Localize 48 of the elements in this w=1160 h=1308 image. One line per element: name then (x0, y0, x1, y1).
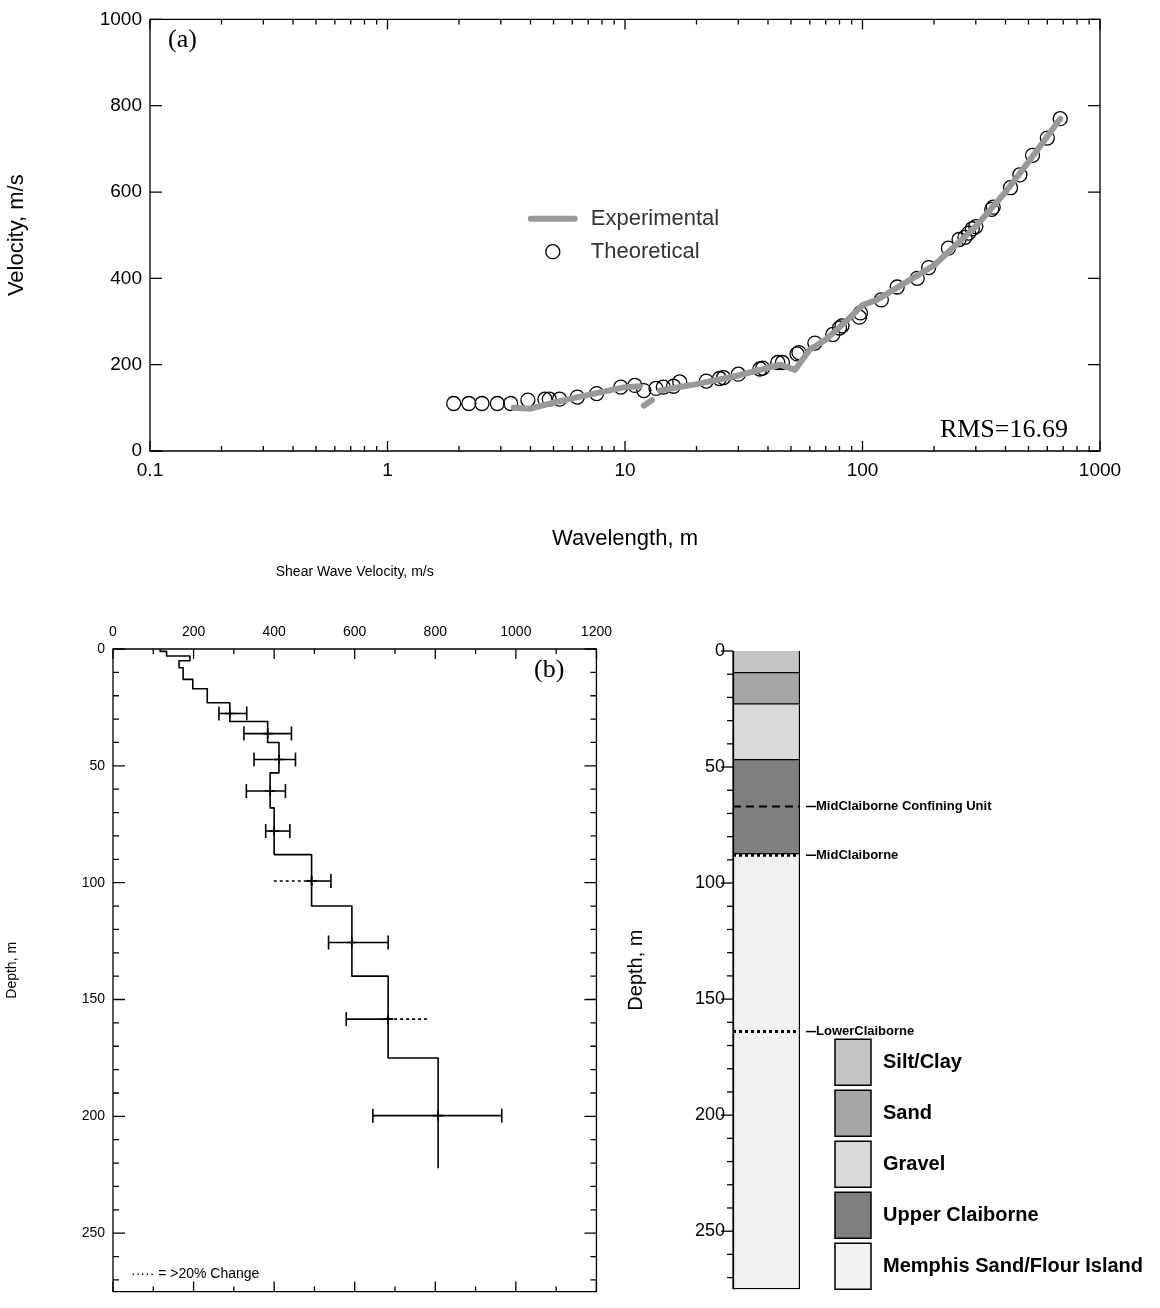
y-tick-label: 0 (131, 439, 142, 461)
x-tick-label: 1000 (500, 623, 532, 640)
y-tick-label: 600 (110, 180, 142, 202)
y-tick-label: 50 (89, 756, 106, 773)
y-tick-label: 150 (694, 988, 725, 1009)
y-tick-label: 100 (694, 872, 725, 893)
y-tick-label: 400 (110, 266, 142, 288)
x-tick-label: 1200 (580, 623, 613, 640)
x-tick-label: 0.1 (136, 458, 164, 480)
y-axis-title: Depth, m (3, 941, 20, 999)
y-tick-label: 100 (81, 873, 106, 890)
y-tick-label: 1000 (99, 7, 142, 29)
annotation: (b) (534, 654, 565, 683)
x-tick-label: 1 (382, 458, 393, 480)
legend-label: Theoretical (590, 237, 700, 263)
x-tick-label: 100 (846, 458, 879, 480)
annotation: (a) (168, 24, 197, 54)
x-tick-label: 600 (343, 623, 367, 640)
x-tick-label: 200 (181, 623, 206, 640)
annotation: ····· = >20% Change (131, 1264, 260, 1281)
legend-label: Memphis Sand/Flour Island (883, 1253, 1144, 1276)
y-axis-title: Velocity, m/s (3, 174, 29, 297)
y-tick-label: 150 (81, 990, 106, 1007)
legend-label: Upper Claiborne (883, 1202, 1039, 1225)
ref-line-label: MidClaiborne Confining Unit (816, 798, 993, 814)
legend-label: Experimental (590, 204, 720, 230)
x-axis-title: Wavelength, m (552, 524, 698, 550)
y-tick-label: 200 (110, 352, 142, 374)
y-tick-label: 50 (704, 756, 725, 777)
legend-label: Silt/Clay (883, 1049, 963, 1072)
y-tick-label: 0 (97, 639, 106, 656)
y-tick-label: 250 (694, 1220, 725, 1241)
y-axis-title: Depth, m (623, 929, 646, 1011)
legend-label: Sand (883, 1100, 932, 1123)
x-tick-label: 800 (423, 623, 448, 640)
legend-label: Gravel (883, 1151, 946, 1174)
y-tick-label: 200 (694, 1104, 725, 1125)
x-tick-label: 400 (262, 623, 287, 640)
y-tick-label: 0 (714, 639, 725, 660)
ref-line-label: MidClaiborne (816, 846, 899, 862)
y-tick-label: 250 (81, 1224, 106, 1241)
y-tick-label: 200 (81, 1107, 106, 1124)
x-axis-title: Shear Wave Velocity, m/s (275, 563, 434, 580)
ref-line-label: LowerClaiborne (816, 1023, 915, 1039)
y-tick-label: 800 (110, 93, 142, 115)
annotation: RMS=16.69 (939, 414, 1068, 443)
x-tick-label: 10 (614, 458, 636, 480)
x-tick-label: 1000 (1078, 458, 1122, 480)
